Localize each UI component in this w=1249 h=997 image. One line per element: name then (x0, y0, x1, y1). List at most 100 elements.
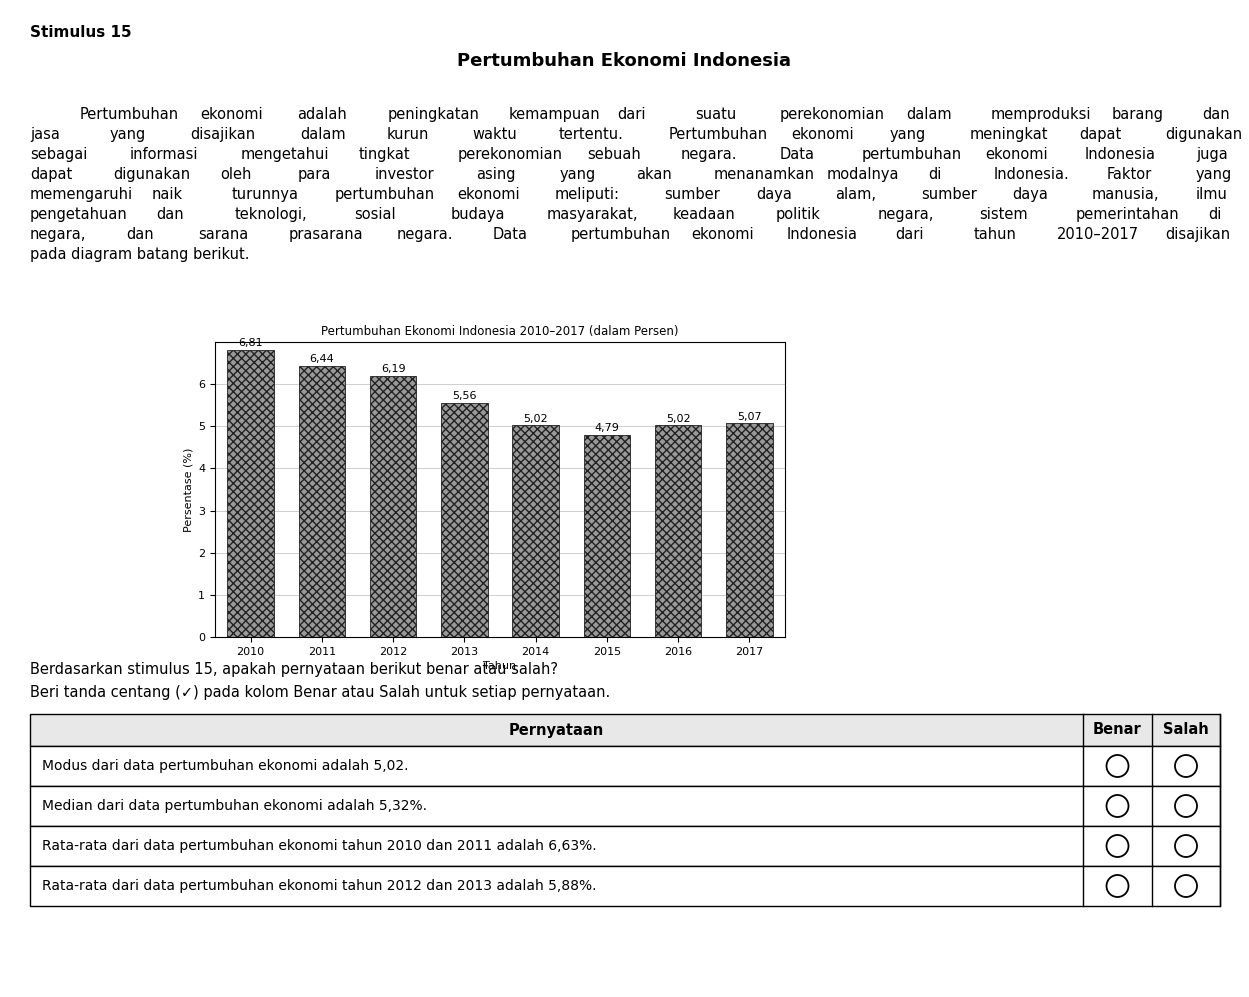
Text: 5,02: 5,02 (666, 414, 691, 424)
Text: ilmu: ilmu (1195, 187, 1228, 202)
Text: teknologi,: teknologi, (235, 207, 307, 222)
Text: Indonesia: Indonesia (1084, 147, 1155, 162)
Text: ekonomi: ekonomi (457, 187, 520, 202)
Text: digunakan: digunakan (114, 167, 190, 182)
Text: akan: akan (636, 167, 672, 182)
Bar (30, 826, 1220, 866)
Text: dalam: dalam (907, 107, 952, 122)
Text: 4,79: 4,79 (595, 424, 620, 434)
Text: jasa: jasa (30, 127, 60, 142)
Text: alam,: alam, (836, 187, 877, 202)
Text: sebuah: sebuah (587, 147, 641, 162)
Text: yang: yang (1195, 167, 1232, 182)
Text: meliputi:: meliputi: (555, 187, 620, 202)
Y-axis label: Persentase (%): Persentase (%) (184, 448, 194, 531)
Text: Pertumbuhan: Pertumbuhan (80, 107, 179, 122)
Text: Pertumbuhan: Pertumbuhan (668, 127, 768, 142)
Text: Benar: Benar (1093, 723, 1142, 738)
Text: meningkat: meningkat (969, 127, 1048, 142)
Bar (726, 424, 773, 637)
Text: negara.: negara. (681, 147, 737, 162)
Text: memengaruhi: memengaruhi (30, 187, 134, 202)
Text: pertumbuhan: pertumbuhan (862, 147, 962, 162)
Text: mengetahui: mengetahui (241, 147, 330, 162)
Text: pemerintahan: pemerintahan (1075, 207, 1179, 222)
Text: 2010–2017: 2010–2017 (1058, 227, 1139, 242)
Text: negara,: negara, (877, 207, 934, 222)
Text: Rata-rata dari data pertumbuhan ekonomi tahun 2012 dan 2013 adalah 5,88%.: Rata-rata dari data pertumbuhan ekonomi … (42, 879, 597, 893)
Text: Data: Data (781, 147, 816, 162)
Text: Stimulus 15: Stimulus 15 (30, 25, 131, 40)
Text: Pernyataan: Pernyataan (508, 723, 605, 738)
Text: tahun: tahun (973, 227, 1017, 242)
Text: ekonomi: ekonomi (791, 127, 854, 142)
Text: sosial: sosial (355, 207, 396, 222)
Text: di: di (928, 167, 942, 182)
Text: perekonomian: perekonomian (779, 107, 884, 122)
Text: di: di (1208, 207, 1222, 222)
Text: Salah: Salah (1163, 723, 1209, 738)
Text: yang: yang (560, 167, 596, 182)
Bar (370, 376, 416, 637)
Text: sistem: sistem (979, 207, 1028, 222)
Text: pengetahuan: pengetahuan (30, 207, 127, 222)
Text: digunakan: digunakan (1165, 127, 1243, 142)
Text: disajikan: disajikan (190, 127, 255, 142)
Text: Faktor: Faktor (1107, 167, 1152, 182)
Text: pada diagram batang berikut.: pada diagram batang berikut. (30, 247, 250, 262)
Text: dapat: dapat (1079, 127, 1122, 142)
Text: Indonesia: Indonesia (787, 227, 858, 242)
X-axis label: Tahun: Tahun (483, 661, 517, 671)
Text: 5,07: 5,07 (737, 412, 762, 422)
Text: Median dari data pertumbuhan ekonomi adalah 5,32%.: Median dari data pertumbuhan ekonomi ada… (42, 799, 427, 813)
Text: adalah: adalah (297, 107, 347, 122)
Text: dan: dan (156, 207, 184, 222)
Text: daya: daya (1013, 187, 1048, 202)
Text: asing: asing (476, 167, 516, 182)
Text: negara,: negara, (30, 227, 86, 242)
Text: suatu: suatu (696, 107, 737, 122)
Text: sumber: sumber (921, 187, 977, 202)
Bar (30, 786, 1220, 826)
Text: tingkat: tingkat (358, 147, 410, 162)
Text: ekonomi: ekonomi (691, 227, 753, 242)
Bar (30, 714, 1220, 746)
Text: waktu: waktu (472, 127, 517, 142)
Text: turunnya: turunnya (231, 187, 299, 202)
Text: daya: daya (756, 187, 792, 202)
Text: Modus dari data pertumbuhan ekonomi adalah 5,02.: Modus dari data pertumbuhan ekonomi adal… (42, 759, 408, 773)
Text: 6,44: 6,44 (310, 354, 335, 364)
Text: disajikan: disajikan (1165, 227, 1230, 242)
Text: 6,81: 6,81 (239, 338, 264, 348)
Text: dari: dari (617, 107, 646, 122)
Text: naik: naik (152, 187, 184, 202)
Bar (30, 866, 1220, 906)
Text: ekonomi: ekonomi (201, 107, 264, 122)
Text: pertumbuhan: pertumbuhan (335, 187, 435, 202)
Text: Data: Data (492, 227, 527, 242)
Text: 5,56: 5,56 (452, 391, 477, 401)
Text: tertentu.: tertentu. (558, 127, 623, 142)
Text: 6,19: 6,19 (381, 365, 406, 375)
Text: Rata-rata dari data pertumbuhan ekonomi tahun 2010 dan 2011 adalah 6,63%.: Rata-rata dari data pertumbuhan ekonomi … (42, 839, 597, 853)
Text: yang: yang (889, 127, 926, 142)
Text: para: para (297, 167, 331, 182)
Text: dari: dari (896, 227, 924, 242)
Text: kemampuan: kemampuan (508, 107, 600, 122)
Text: keadaan: keadaan (673, 207, 736, 222)
Text: manusia,: manusia, (1092, 187, 1159, 202)
Text: 5,02: 5,02 (523, 414, 548, 424)
Text: investor: investor (375, 167, 435, 182)
Text: politik: politik (776, 207, 821, 222)
Bar (512, 426, 558, 637)
Text: prasarana: prasarana (289, 227, 362, 242)
Text: peningkatan: peningkatan (387, 107, 480, 122)
Text: sebagai: sebagai (30, 147, 87, 162)
Text: menanamkan: menanamkan (713, 167, 814, 182)
Text: negara.: negara. (396, 227, 453, 242)
Bar (30, 746, 1220, 786)
Text: juga: juga (1195, 147, 1228, 162)
Bar (583, 435, 629, 637)
Text: budaya: budaya (451, 207, 505, 222)
Text: yang: yang (110, 127, 146, 142)
